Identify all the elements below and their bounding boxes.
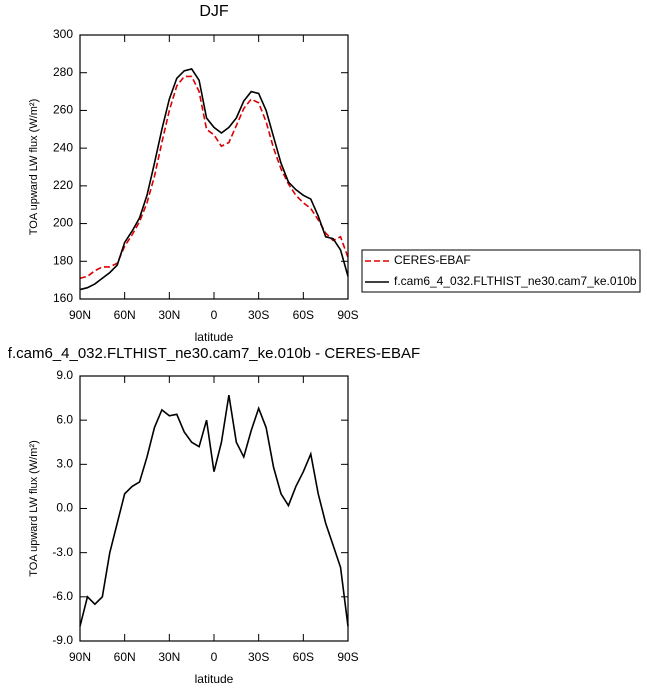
plot-frame xyxy=(79,375,349,642)
x-axis-label: latitude xyxy=(195,330,234,344)
y-tick-label: 9.0 xyxy=(56,368,73,382)
x-tick-label: 30N xyxy=(158,650,180,664)
legend-label: f.cam6_4_032.FLTHIST_ne30.cam7_ke.010b xyxy=(394,274,637,288)
plot-frame xyxy=(79,34,349,300)
data-line xyxy=(79,68,349,291)
y-tick-label: 240 xyxy=(53,140,73,154)
x-tick-label: 30S xyxy=(248,308,269,322)
legend-label: CERES-EBAF xyxy=(394,253,471,267)
x-tick-label: 30N xyxy=(158,308,180,322)
x-tick-label: 90N xyxy=(69,308,91,322)
y-axis-label: TOA upward LW flux (W/m²) xyxy=(28,440,40,577)
legend-box xyxy=(361,249,641,293)
y-tick-label: -3.0 xyxy=(52,545,73,559)
y-tick-label: 180 xyxy=(53,253,73,267)
y-tick-label: 6.0 xyxy=(56,412,73,426)
x-tick-label: 90S xyxy=(337,650,358,664)
x-tick-label: 60S xyxy=(293,650,314,664)
chart-title: DJF xyxy=(199,3,229,20)
y-tick-label: -9.0 xyxy=(52,633,73,647)
y-tick-label: 3.0 xyxy=(56,457,73,471)
data-line xyxy=(79,395,349,627)
y-tick-label: 160 xyxy=(53,291,73,305)
y-tick-label: 200 xyxy=(53,216,73,230)
x-tick-label: 0 xyxy=(211,308,218,322)
chart-title: f.cam6_4_032.FLTHIST_ne30.cam7_ke.010b -… xyxy=(8,345,420,362)
x-tick-label: 0 xyxy=(211,650,218,664)
y-tick-label: -6.0 xyxy=(52,589,73,603)
x-tick-label: 60N xyxy=(114,650,136,664)
x-tick-label: 30S xyxy=(248,650,269,664)
data-line xyxy=(79,75,349,280)
x-tick-label: 60N xyxy=(114,308,136,322)
x-tick-label: 90S xyxy=(337,308,358,322)
x-axis-label: latitude xyxy=(195,672,234,686)
y-tick-label: 0.0 xyxy=(56,501,73,515)
y-tick-label: 220 xyxy=(53,178,73,192)
x-tick-label: 90N xyxy=(69,650,91,664)
y-tick-label: 260 xyxy=(53,103,73,117)
y-tick-label: 280 xyxy=(53,65,73,79)
y-tick-label: 300 xyxy=(53,27,73,41)
x-tick-label: 60S xyxy=(293,308,314,322)
y-axis-label: TOA upward LW flux (W/m²) xyxy=(28,99,40,236)
